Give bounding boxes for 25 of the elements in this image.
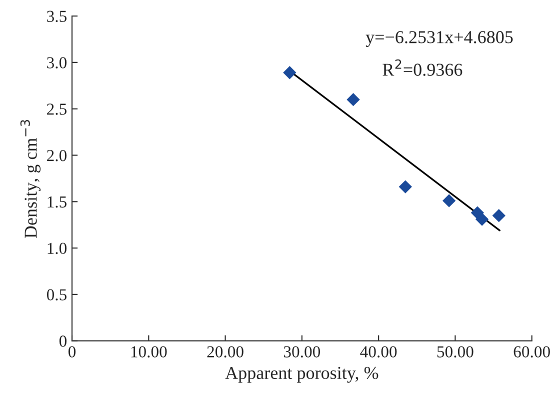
y-tick-label: 3.0 [47, 57, 67, 68]
x-tick-label: 50.00 [437, 346, 474, 358]
point [398, 180, 412, 194]
x-tick-label: 30.00 [284, 346, 320, 358]
y-tick-label: 0.5 [46, 289, 67, 300]
y-tick-label: 1.0 [48, 242, 67, 254]
point [492, 208, 506, 222]
y-axis-title: Density, g cm$^{−3}$ [20, 120, 41, 238]
x-axis-title: Apparent porosity, % [225, 366, 378, 383]
point [283, 66, 296, 80]
x-tick-label: 0 [68, 346, 76, 358]
x-tick-label: 10.00 [131, 346, 167, 358]
y-tick-label: 1.5 [48, 196, 67, 208]
point [346, 92, 360, 106]
y-tick-label: 2.0 [47, 150, 67, 162]
x-tick-label: 20.00 [207, 346, 244, 358]
annotation: y=−6.2531x+4.6805 [366, 31, 513, 47]
y-tick-label: 0 [59, 336, 67, 347]
x-tick-label: 60.00 [514, 346, 550, 358]
point [475, 212, 489, 226]
annotation: R$^{2}$=0.9366 [382, 59, 462, 76]
x-tick-label: 40.00 [360, 346, 397, 358]
point [442, 194, 456, 208]
y-tick-label: 2.5 [47, 104, 67, 115]
y-tick-label: 3.5 [47, 10, 67, 22]
